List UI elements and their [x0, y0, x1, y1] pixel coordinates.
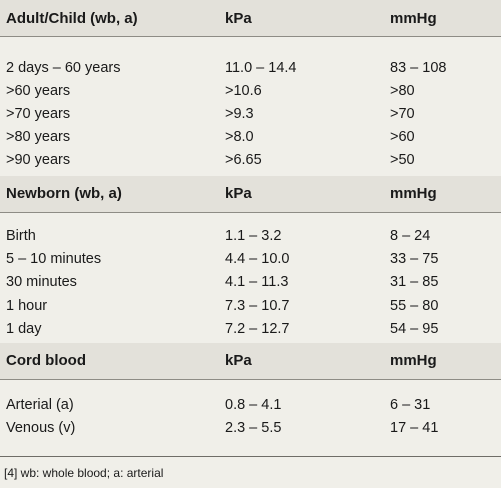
header-unit-mmhg: mmHg	[390, 352, 437, 369]
row-label: 2 days – 60 years	[6, 60, 121, 76]
row-mmhg-value: >70	[390, 106, 415, 122]
row-kpa-value: >10.6	[225, 83, 262, 99]
section-header-adult-child	[0, 0, 501, 37]
row-mmhg-value: 54 – 95	[390, 321, 439, 337]
row-mmhg-value: >60	[390, 129, 415, 145]
row-mmhg-value: >80	[390, 83, 415, 99]
row-kpa-value: >6.65	[225, 152, 262, 168]
header-unit-mmhg: mmHg	[390, 185, 437, 202]
header-label-cord-blood: Cord blood	[6, 352, 86, 369]
row-kpa-value: 2.3 – 5.5	[225, 420, 282, 436]
header-label-newborn: Newborn (wb, a)	[6, 185, 122, 202]
row-mmhg-value: 33 – 75	[390, 251, 439, 267]
row-mmhg-value: 8 – 24	[390, 228, 431, 244]
row-kpa-value: 4.1 – 11.3	[225, 274, 289, 290]
row-kpa-value: 7.2 – 12.7	[225, 321, 290, 337]
row-label: >60 years	[6, 83, 71, 99]
header-unit-mmhg: mmHg	[390, 10, 437, 27]
row-label: 1 day	[6, 321, 42, 337]
row-label: Arterial (a)	[6, 397, 74, 413]
row-kpa-value: 7.3 – 10.7	[225, 298, 290, 314]
footnote: [4] wb: whole blood; a: arterial	[4, 466, 164, 480]
row-label: 30 minutes	[6, 274, 77, 290]
header-unit-kpa: kPa	[225, 10, 252, 27]
row-label: Birth	[6, 228, 36, 244]
row-kpa-value: >8.0	[225, 129, 254, 145]
header-label-adult-child: Adult/Child (wb, a)	[6, 10, 138, 27]
row-mmhg-value: 55 – 80	[390, 298, 439, 314]
row-mmhg-value: >50	[390, 152, 415, 168]
row-label: Venous (v)	[6, 420, 76, 436]
row-label: >80 years	[6, 129, 71, 145]
row-kpa-value: 11.0 – 14.4	[225, 60, 297, 76]
row-label: >70 years	[6, 106, 71, 122]
section-header-cord-blood	[0, 343, 501, 380]
footer-divider	[0, 456, 501, 457]
section-header-newborn	[0, 176, 501, 213]
header-unit-kpa: kPa	[225, 185, 252, 202]
row-label: 1 hour	[6, 298, 48, 314]
row-mmhg-value: 6 – 31	[390, 397, 431, 413]
row-kpa-value: 0.8 – 4.1	[225, 397, 282, 413]
row-kpa-value: 4.4 – 10.0	[225, 251, 290, 267]
header-unit-kpa: kPa	[225, 352, 252, 369]
row-label: 5 – 10 minutes	[6, 251, 102, 267]
row-mmhg-value: 83 – 108	[390, 60, 447, 76]
row-mmhg-value: 17 – 41	[390, 420, 439, 436]
row-kpa-value: 1.1 – 3.2	[225, 228, 282, 244]
row-mmhg-value: 31 – 85	[390, 274, 439, 290]
row-kpa-value: >9.3	[225, 106, 254, 122]
row-label: >90 years	[6, 152, 71, 168]
